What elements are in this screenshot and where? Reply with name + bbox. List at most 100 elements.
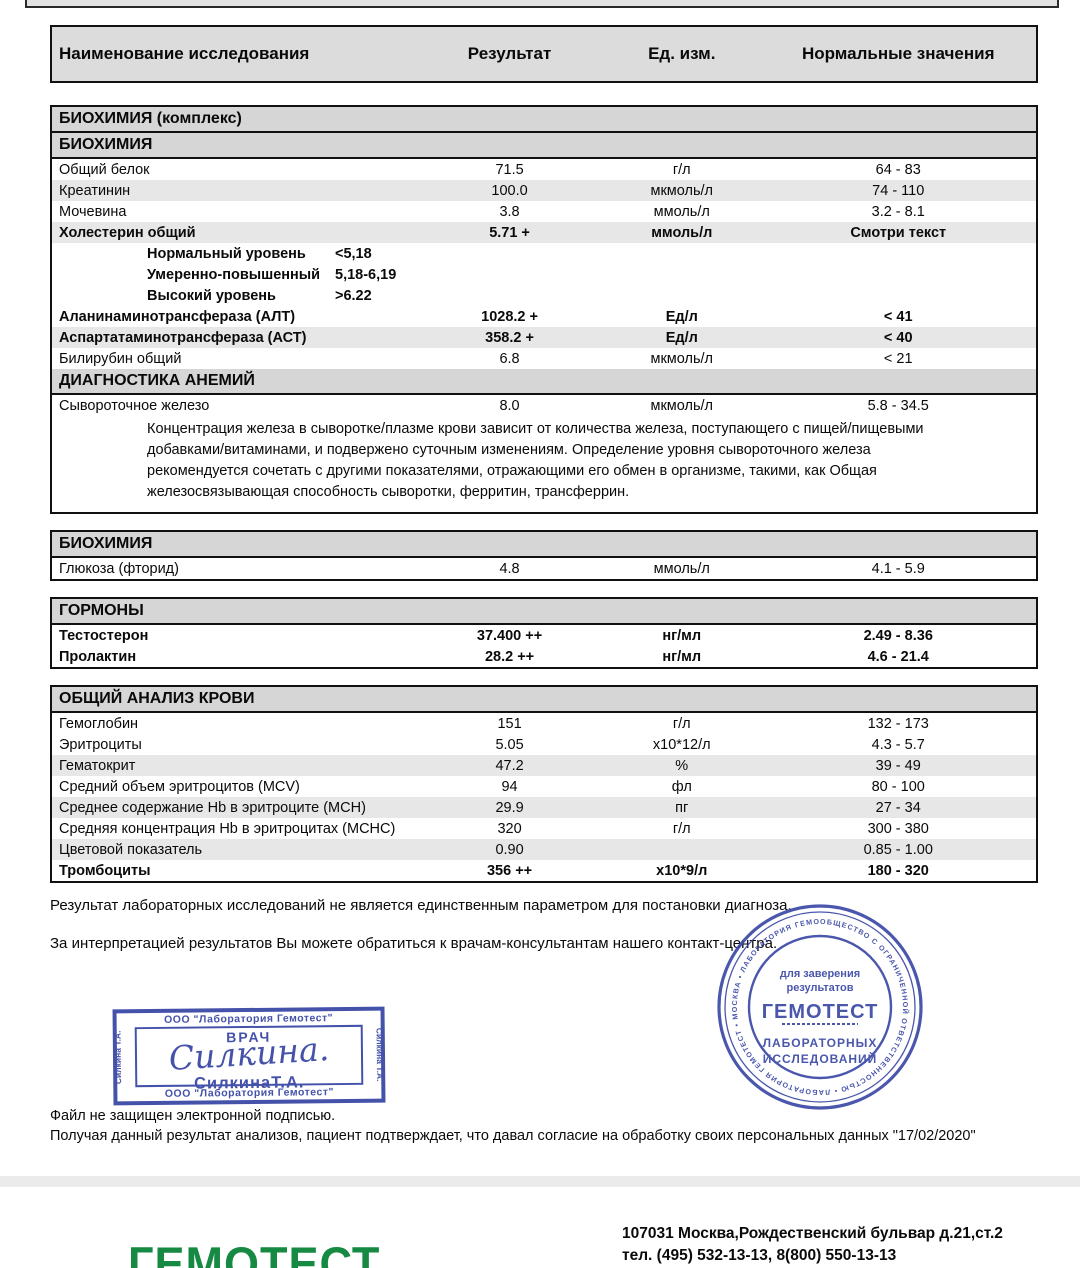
cell-name: Холестерин общий — [59, 224, 196, 241]
cell-result: 100.0 — [491, 182, 528, 199]
cell-norm: 74 - 110 — [872, 182, 925, 199]
cell-unit: мкмоль/л — [650, 182, 714, 199]
cell-norm: 180 - 320 — [867, 862, 929, 879]
lab-result-row: Цветовой показатель 0.90 0.85 - 1.00 — [52, 839, 1036, 860]
footnote-interpretation: За интерпретацией результатов Вы можете … — [50, 935, 778, 952]
lab-contacts: 107031 Москва,Рождественский бульвар д.2… — [622, 1223, 1003, 1267]
lab-result-row: Средний объем эритроцитов (MCV) 94 фл 80 - … — [52, 776, 1036, 797]
cell-norm: 64 - 83 — [875, 161, 921, 178]
lab-result-row: Тестостерон 37.400 ++ нг/мл 2.49 - 8.36 — [52, 625, 1036, 646]
result-table-block: БИОХИМИЯ Глюкоза (фторид) 4.8 ммоль/л 4.1 - … — [50, 530, 1038, 581]
cell-norm: 4.6 - 21.4 — [867, 648, 929, 665]
section-title: ГОРМОНЫ — [59, 602, 144, 619]
cell-result: 94 — [501, 778, 518, 795]
cell-name: Билирубин общий — [59, 350, 182, 367]
consent-note: Получая данный результат анализов, пацие… — [50, 1128, 976, 1144]
round-stamp-graphic: ОБЩЕСТВО С ОГРАНИЧЕННОЙ ОТВЕТСТВЕННОСТЬЮ… — [711, 894, 923, 1110]
cell-result: 0.90 — [495, 841, 524, 858]
level-label: Умеренно-повышенный — [147, 266, 321, 283]
cell-result: 1028.2 + — [481, 308, 538, 325]
level-label: Высокий уровень — [147, 287, 276, 304]
cell-result: 356 ++ — [486, 862, 533, 879]
cell-name: Общий белок — [59, 161, 150, 178]
section-header-row: ДИАГНОСТИКА АНЕМИЙ — [52, 369, 1036, 395]
lab-result-row: Аланинаминотрансфераза (АЛТ) 1028.2 + Ед/л… — [52, 306, 1036, 327]
cell-unit: ммоль/л — [651, 224, 713, 241]
lab-result-row: Мочевина 3.8 ммоль/л 3.2 - 8.1 — [52, 201, 1036, 222]
lab-result-row: Тромбоциты 356 ++ х10*9/л 180 - 320 — [52, 860, 1036, 881]
cell-norm: 132 - 173 — [867, 715, 929, 732]
result-tables: БИОХИМИЯ (комплекс) БИОХИМИЯ Общий белок 71… — [50, 105, 1038, 883]
stamp-line1: ЛАБОРАТОРНЫХ — [763, 1036, 878, 1050]
lab-result-row: Эритроциты 5.05 х10*12/л 4.3 - 5.7 — [52, 734, 1036, 755]
cell-result: 151 — [497, 715, 522, 732]
report-content: Наименование исследования Результат Ед. … — [50, 25, 1038, 952]
doctor-name: СилкинаТ.А. — [193, 1073, 305, 1093]
cell-unit: х10*12/л — [652, 736, 711, 753]
file-signature-note: Файл не защищен электронной подписью. — [50, 1108, 336, 1124]
lab-result-row: Креатинин 100.0 мкмоль/л 74 - 110 — [52, 180, 1036, 201]
cell-name: Сывороточное железо — [59, 397, 210, 414]
cell-norm: 4.3 - 5.7 — [871, 736, 925, 753]
cell-norm: < 41 — [883, 308, 913, 325]
cell-result: 29.9 — [495, 799, 524, 816]
level-value: <5,18 — [335, 245, 372, 262]
cell-name: Креатинин — [59, 182, 131, 199]
result-table-block: ОБЩИЙ АНАЛИЗ КРОВИ Гемоглобин 151 г/л 132 - … — [50, 685, 1038, 883]
cell-unit: нг/мл — [662, 627, 702, 644]
cell-name: Гематокрит — [59, 757, 136, 774]
cell-unit: ммоль/л — [653, 203, 710, 220]
cell-unit: Ед/л — [665, 329, 698, 346]
lab-address: 107031 Москва,Рождественский бульвар д.2… — [622, 1225, 1003, 1242]
cell-name: Эритроциты — [59, 736, 142, 753]
cell-result: 320 — [497, 820, 522, 837]
cell-norm: 80 - 100 — [871, 778, 925, 795]
cell-norm: < 40 — [883, 329, 913, 346]
cell-norm: 300 - 380 — [867, 820, 929, 837]
cell-name: Пролактин — [59, 648, 137, 665]
column-header-norm: Нормальные значения — [801, 44, 995, 63]
cholesterol-level-row: Высокий уровень >6.22 — [52, 285, 1036, 306]
section-header-row: БИОХИМИЯ (комплекс) — [52, 107, 1036, 133]
lab-result-row: Общий белок 71.5 г/л 64 - 83 — [52, 159, 1036, 180]
cell-result: 8.0 — [499, 397, 520, 414]
section-header-row: БИОХИМИЯ — [52, 133, 1036, 159]
cell-unit: фл — [671, 778, 692, 795]
section-title: БИОХИМИЯ — [59, 136, 153, 153]
cell-name: Цветовой показатель — [59, 841, 203, 858]
lab-result-row: Гемоглобин 151 г/л 132 - 173 — [52, 713, 1036, 734]
stamp-brand: ГЕМОТЕСТ — [762, 1001, 879, 1023]
cell-norm: 4.1 - 5.9 — [871, 560, 925, 577]
cell-unit: ммоль/л — [653, 560, 710, 577]
round-lab-stamp: ОБЩЕСТВО С ОГРАНИЧЕННОЙ ОТВЕТСТВЕННОСТЬЮ… — [711, 894, 926, 1113]
section-title: ДИАГНОСТИКА АНЕМИЙ — [59, 372, 255, 389]
cell-result: 5.05 — [495, 736, 524, 753]
previous-table-cut-edge — [25, 0, 1059, 8]
stamp-ring-text: ОБЩЕСТВО С ОГРАНИЧЕННОЙ ОТВЕТСТВЕННОСТЬЮ… — [714, 901, 910, 1097]
cell-result: 4.8 — [499, 560, 520, 577]
cell-result: 5.71 + — [489, 224, 530, 241]
cholesterol-level-row: Нормальный уровень <5,18 — [52, 243, 1036, 264]
cell-norm: 2.49 - 8.36 — [863, 627, 933, 644]
lab-result-row: Пролактин 28.2 ++ нг/мл 4.6 - 21.4 — [52, 646, 1036, 667]
cell-name: Средняя концентрация Hb в эритроцитах (M… — [59, 820, 396, 837]
cell-unit: г/л — [672, 820, 691, 837]
column-header-result: Результат — [467, 44, 552, 63]
lab-result-row: Гематокрит 47.2% 39 - 49 — [52, 755, 1036, 776]
cell-result: 37.400 ++ — [476, 627, 543, 644]
stamp-purpose-line2: результатов — [786, 982, 853, 994]
level-value: >6.22 — [335, 287, 372, 304]
lab-result-row: Средняя концентрация Hb в эритроцитах (M… — [52, 818, 1036, 839]
cell-name: Аланинаминотрансфераза (АЛТ) — [59, 308, 296, 325]
stamp-purpose-line1: для заверения — [780, 968, 860, 980]
cell-name: Средний объем эритроцитов (MCV) — [59, 778, 300, 795]
lab-result-row: Среднее содержание Hb в эритроците (MCH)… — [52, 797, 1036, 818]
lab-result-row: Глюкоза (фторид) 4.8 ммоль/л 4.1 - 5.9 — [52, 558, 1036, 579]
level-label: Нормальный уровень — [147, 245, 306, 262]
cell-unit: нг/мл — [662, 648, 702, 665]
cell-norm: 39 - 49 — [875, 757, 921, 774]
section-title: ОБЩИЙ АНАЛИЗ КРОВИ — [59, 690, 255, 707]
gemotest-logo: ГЕМОТЕСТ — [128, 1237, 381, 1268]
lab-result-row: Холестерин общий 5.71 + ммоль/л Смотри текс… — [52, 222, 1036, 243]
